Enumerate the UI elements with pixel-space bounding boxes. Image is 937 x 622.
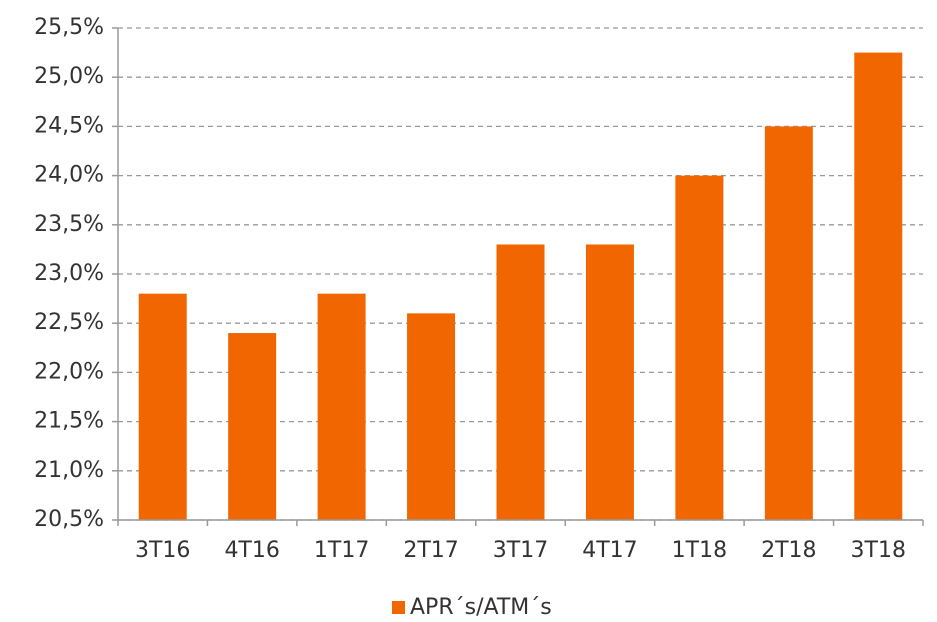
bar (228, 333, 277, 520)
x-tick-label: 3T17 (493, 538, 548, 563)
bar (407, 313, 456, 520)
y-tick-label: 23,0% (34, 261, 104, 286)
bar (675, 175, 724, 520)
x-tick-label: 2T17 (403, 538, 458, 563)
x-tick-label: 2T18 (761, 538, 816, 563)
y-tick-label: 22,5% (34, 310, 104, 335)
bar (138, 293, 187, 520)
bar (496, 244, 545, 521)
x-tick-label: 1T18 (672, 538, 727, 563)
y-tick-label: 21,0% (34, 458, 104, 483)
y-tick-label: 25,0% (34, 64, 104, 89)
legend-label: APR´s/ATM´s (410, 595, 552, 620)
x-tick-label: 4T17 (582, 538, 637, 563)
legend-swatch (392, 601, 405, 614)
y-tick-label: 21,5% (34, 409, 104, 434)
y-tick-label: 23,5% (34, 212, 104, 237)
bar (317, 293, 366, 520)
x-tick-label: 4T16 (224, 538, 279, 563)
x-tick-label: 3T16 (135, 538, 190, 563)
x-tick-label: 3T18 (851, 538, 906, 563)
y-tick-label: 25,5% (34, 15, 104, 40)
bar (585, 244, 634, 521)
x-tick-label: 1T17 (314, 538, 369, 563)
y-tick-label: 24,0% (34, 163, 104, 188)
y-tick-label: 22,0% (34, 359, 104, 384)
bar (764, 126, 813, 521)
y-tick-label: 24,5% (34, 113, 104, 138)
bar (854, 52, 903, 520)
y-tick-label: 20,5% (34, 507, 104, 532)
